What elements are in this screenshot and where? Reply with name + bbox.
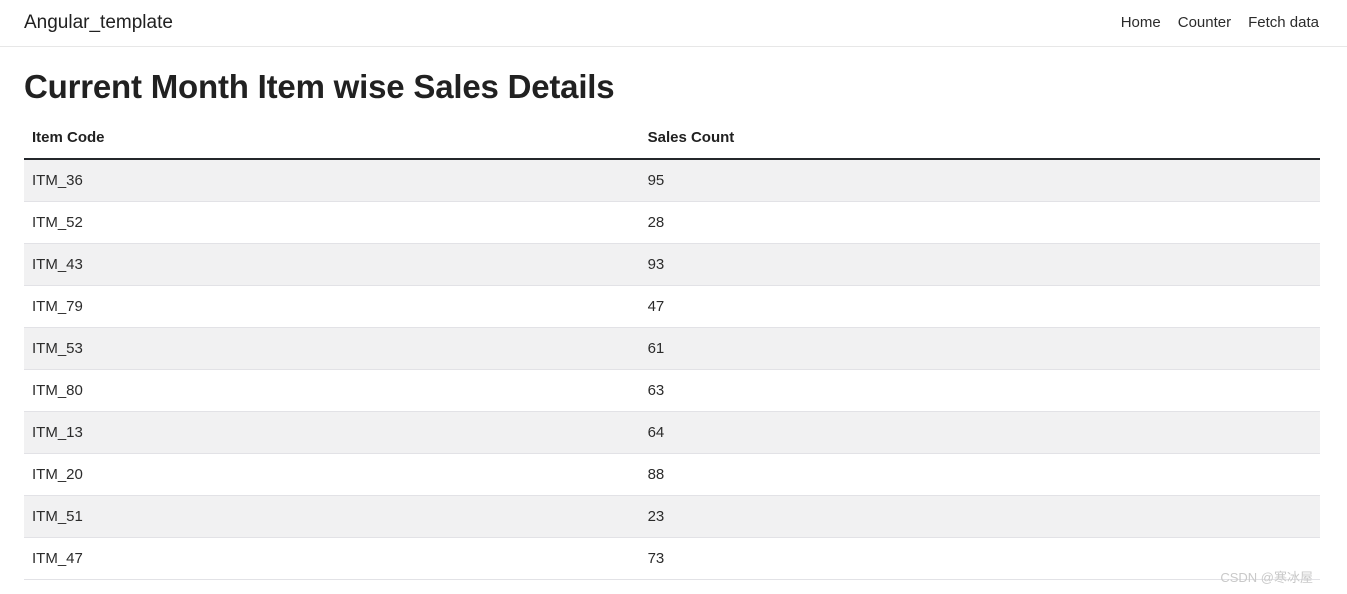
nav-link-counter[interactable]: Counter	[1177, 14, 1232, 31]
sales-count-cell: 61	[639, 327, 1320, 370]
nav-item-counter: Counter	[1178, 14, 1231, 32]
table-row: ITM_79 47	[24, 285, 1320, 328]
table-row: ITM_80 63	[24, 369, 1320, 412]
sales-count-cell: 88	[639, 453, 1320, 496]
navbar-menu: Home Counter Fetch data	[1121, 14, 1319, 32]
item-code-cell: ITM_47	[24, 537, 640, 580]
item-code-cell: ITM_36	[32, 172, 83, 189]
item-code-cell: ITM_80	[24, 369, 640, 412]
item-code-cell: ITM_53	[24, 327, 640, 370]
sales-table: Item Code Sales Count ITM_36 95 ITM_52 2…	[24, 117, 1320, 580]
main-content: Current Month Item wise Sales Details It…	[0, 68, 1347, 580]
table-row: ITM_47 73	[24, 537, 1320, 580]
item-code-cell: ITM_13	[24, 411, 640, 454]
table-body: ITM_36 95 ITM_52 28 ITM_43 93 ITM_79 47 …	[24, 159, 1320, 580]
sales-count-cell: 63	[639, 369, 1320, 412]
sales-count-cell: 93	[639, 243, 1320, 286]
column-header-sales-count: Sales Count	[639, 117, 1320, 160]
column-header-item-code: Item Code	[24, 117, 640, 160]
sales-count-cell: 73	[639, 537, 1320, 580]
table-row: ITM_43 93	[24, 243, 1320, 286]
csdn-watermark: CSDN @寒冰屋	[1220, 570, 1313, 585]
item-code-cell: ITM_43	[24, 243, 640, 286]
sales-count-cell: 95	[647, 172, 665, 189]
table-header-row: Item Code Sales Count	[24, 117, 1320, 160]
navbar-brand[interactable]: Angular_template	[24, 12, 173, 33]
nav-item-fetch-data: Fetch data	[1248, 14, 1319, 32]
table-row: ITM_52 28	[24, 201, 1320, 244]
page-title: Current Month Item wise Sales Details	[24, 68, 615, 105]
sales-count-cell: 64	[639, 411, 1320, 454]
item-code-cell: ITM_51	[24, 495, 640, 538]
nav-link-fetch-data[interactable]: Fetch data	[1248, 14, 1319, 31]
sales-count-cell: 47	[639, 285, 1320, 328]
navbar: Angular_template Home Counter Fetch data	[0, 0, 1347, 47]
nav-item-home: Home	[1121, 14, 1161, 32]
sales-count-cell: 23	[639, 495, 1320, 538]
nav-links: Home Counter Fetch data	[1121, 14, 1319, 32]
item-code-cell: ITM_52	[24, 201, 640, 244]
table-row: ITM_51 23	[24, 495, 1320, 538]
nav-link-home[interactable]: Home	[1120, 14, 1161, 31]
table-row: ITM_53 61	[24, 327, 1320, 370]
item-code-cell: ITM_79	[24, 285, 640, 328]
table-row: ITM_20 88	[24, 453, 1320, 496]
sales-count-cell: 28	[639, 201, 1320, 244]
item-code-cell: ITM_20	[24, 453, 640, 496]
table-row: ITM_36 95	[24, 159, 1320, 202]
table-row: ITM_13 64	[24, 411, 1320, 454]
table-header: Item Code Sales Count	[24, 117, 1320, 160]
